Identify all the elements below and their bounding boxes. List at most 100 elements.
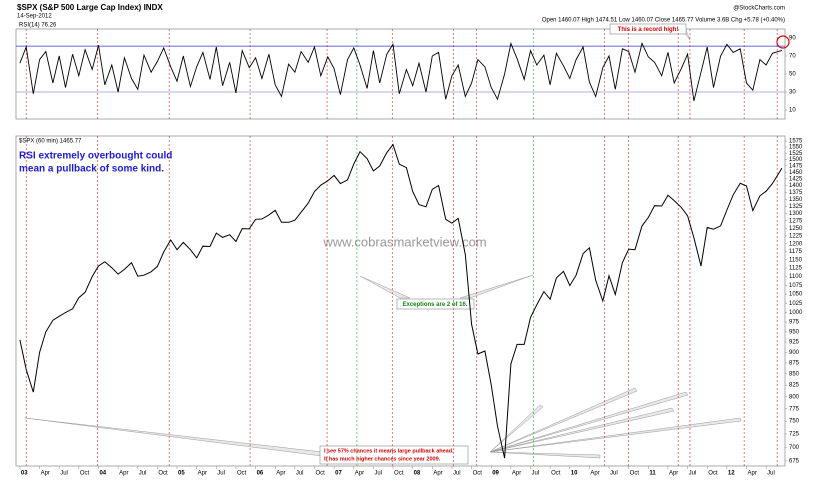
x-tick-label: Oct bbox=[473, 471, 483, 477]
x-tick-label: 11 bbox=[649, 471, 656, 477]
callouts bbox=[24, 29, 742, 459]
x-tick-label: Apr bbox=[41, 471, 50, 477]
y-tick-label: 775 bbox=[789, 406, 800, 412]
credit: @StockCharts.com bbox=[733, 6, 785, 12]
y-tick-label: 675 bbox=[789, 459, 800, 465]
y-tick-label: 1075 bbox=[789, 283, 803, 289]
x-tick-label: 06 bbox=[257, 471, 264, 477]
y-tick-label: 1375 bbox=[789, 190, 803, 196]
y-tick-label: 875 bbox=[789, 361, 800, 367]
y-tick-label: 50 bbox=[789, 72, 796, 78]
y-tick-label: 750 bbox=[789, 419, 800, 425]
y-tick-label: 975 bbox=[789, 320, 800, 326]
x-tick-label: Oct bbox=[708, 471, 718, 477]
quote: Open 1460.07 High 1474.51 Low 1460.07 Cl… bbox=[542, 18, 785, 24]
y-tick-label: 1175 bbox=[789, 249, 803, 255]
x-tick-label: Oct bbox=[630, 471, 640, 477]
date: 14-Sep-2012 bbox=[17, 14, 52, 20]
note-line: It has much higher chances since year 20… bbox=[324, 456, 441, 462]
y-tick-label: 1100 bbox=[789, 274, 803, 280]
y-tick-label: 1400 bbox=[789, 183, 803, 189]
x-tick-label: Jul bbox=[531, 471, 539, 477]
x-tick-label: 03 bbox=[21, 471, 28, 477]
x-tick-label: Jul bbox=[139, 471, 147, 477]
y-tick-label: 1025 bbox=[789, 301, 803, 307]
x-tick-label: Apr bbox=[748, 471, 757, 477]
x-tick-label: 08 bbox=[414, 471, 421, 477]
note-line: I see 57% chances it means large pullbac… bbox=[324, 448, 454, 454]
y-tick-label: 800 bbox=[789, 394, 800, 400]
watermark: www.cobrasmarketview.com bbox=[322, 234, 486, 249]
y-tick-label: 1125 bbox=[789, 266, 803, 272]
y-tick-label: 1200 bbox=[789, 241, 803, 247]
note-line: mean a pullback of some kind. bbox=[19, 164, 164, 175]
y-tick-label: 1225 bbox=[789, 233, 803, 239]
y-tick-label: 1250 bbox=[789, 226, 803, 232]
x-tick-label: Apr bbox=[198, 471, 207, 477]
x-tick-label: Jul bbox=[374, 471, 382, 477]
y-tick-label: 1550 bbox=[789, 145, 803, 151]
y-tick-label: 1050 bbox=[789, 292, 803, 298]
note-box bbox=[319, 445, 469, 465]
x-tick-label: Oct bbox=[551, 471, 561, 477]
y-tick-label: 950 bbox=[789, 329, 800, 335]
note: This is a record high! bbox=[618, 27, 679, 33]
note-line: RSI extremely overbought could bbox=[19, 151, 172, 162]
x-tick-label: 04 bbox=[99, 471, 106, 477]
y-tick-label: 1325 bbox=[789, 204, 803, 210]
y-tick-label: 1575 bbox=[789, 139, 803, 145]
y-tick-label: 700 bbox=[789, 445, 800, 451]
y-tick-label: 1350 bbox=[789, 197, 803, 203]
series-line bbox=[19, 41, 783, 102]
price-panel bbox=[15, 135, 786, 467]
x-tick-label: Jul bbox=[60, 471, 68, 477]
x-tick-label: Jul bbox=[767, 471, 775, 477]
x-tick-label: Jul bbox=[217, 471, 225, 477]
x-tick-label: Apr bbox=[669, 471, 678, 477]
chart-title: $SPX (S&P 500 Large Cap Index) INDX bbox=[17, 3, 163, 12]
y-tick-label: 1150 bbox=[789, 257, 803, 263]
y-tick-label: 825 bbox=[789, 383, 800, 389]
y-tick-label: 30 bbox=[789, 90, 796, 96]
x-tick-label: Oct bbox=[237, 471, 247, 477]
x-tick-label: 12 bbox=[728, 471, 735, 477]
x-tick-label: 05 bbox=[178, 471, 185, 477]
x-tick-label: Apr bbox=[433, 471, 442, 477]
y-tick-label: 925 bbox=[789, 340, 800, 346]
y-tick-label: 70 bbox=[789, 54, 796, 60]
y-tick-label: 1000 bbox=[789, 310, 803, 316]
y-tick-label: 1450 bbox=[789, 170, 803, 176]
y-tick-label: 850 bbox=[789, 371, 800, 377]
x-tick-label: Jul bbox=[296, 471, 304, 477]
y-tick-label: 1475 bbox=[789, 163, 803, 169]
x-tick-label: Jul bbox=[610, 471, 618, 477]
x-tick-label: Oct bbox=[80, 471, 90, 477]
y-tick-label: 1425 bbox=[789, 176, 803, 182]
y-tick-label: 725 bbox=[789, 432, 800, 438]
note: Exceptions are 2 of 16. bbox=[402, 302, 467, 308]
x-tick-label: 09 bbox=[492, 471, 499, 477]
series-line bbox=[19, 143, 783, 459]
x-tick-label: Apr bbox=[590, 471, 599, 477]
x-tick-label: 07 bbox=[335, 471, 342, 477]
x-tick-label: Apr bbox=[512, 471, 521, 477]
y-tick-label: 10 bbox=[789, 108, 796, 114]
note-box bbox=[609, 23, 687, 35]
x-tick-label: Apr bbox=[119, 471, 128, 477]
x-tick-label: Oct bbox=[315, 471, 325, 477]
y-tick-label: 1275 bbox=[789, 218, 803, 224]
y-tick-label: 1525 bbox=[789, 151, 803, 157]
x-tick-label: 10 bbox=[571, 471, 578, 477]
x-tick-label: Apr bbox=[355, 471, 364, 477]
x-tick-label: Oct bbox=[158, 471, 168, 477]
x-tick-label: Jul bbox=[689, 471, 697, 477]
y-tick-label: 90 bbox=[789, 36, 796, 42]
price-legend: $SPX (60 min) 1465.77 bbox=[19, 139, 82, 145]
y-tick-label: 900 bbox=[789, 350, 800, 356]
x-tick-label: Oct bbox=[394, 471, 404, 477]
x-tick-label: Apr bbox=[276, 471, 285, 477]
rsi-legend: RSI(14) 76.26 bbox=[19, 23, 57, 29]
note-box bbox=[396, 298, 475, 310]
